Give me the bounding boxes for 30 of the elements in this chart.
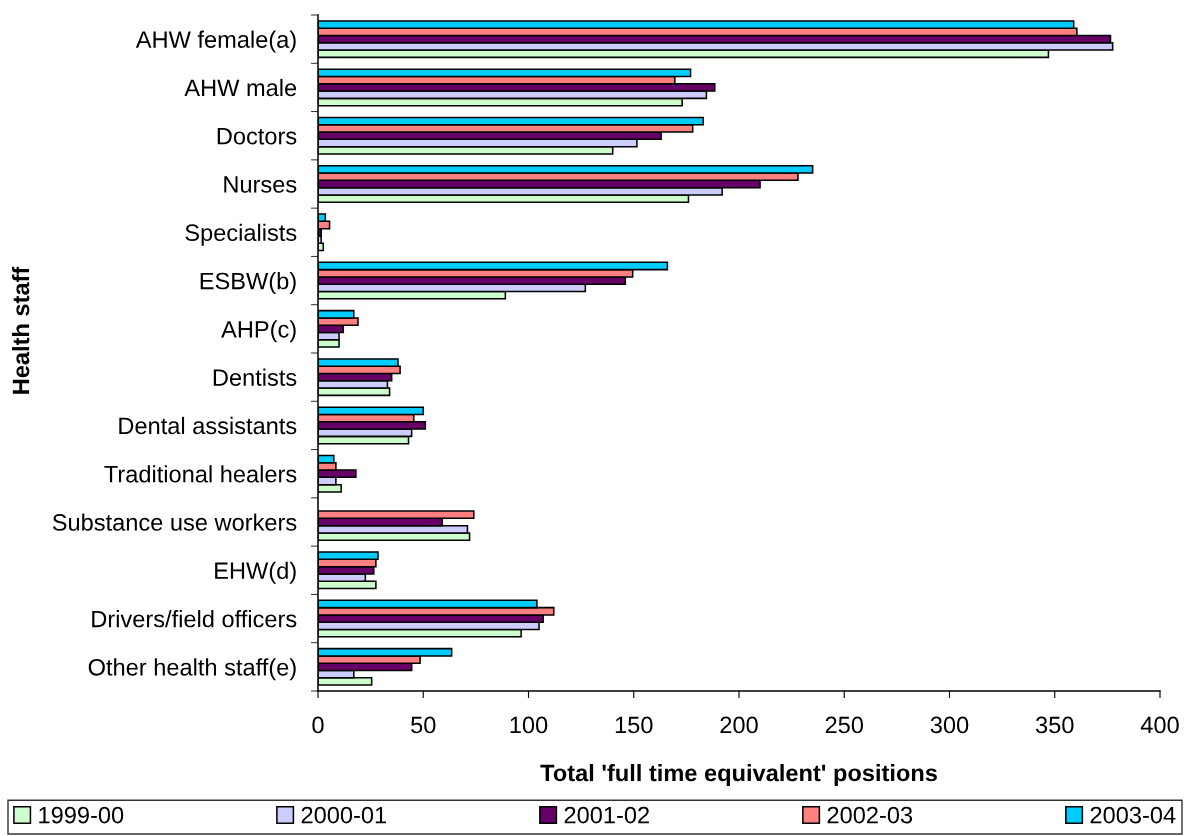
x-tick-label: 300	[930, 716, 969, 734]
x-tick-label: 200	[720, 716, 758, 734]
y-tick-label: AHW male	[184, 78, 297, 97]
y-tick-label: Other health staff(e)	[88, 658, 296, 681]
y-tick-label: ESBW(b)	[200, 272, 296, 295]
y-tick-label: Specialists	[185, 223, 297, 246]
x-tick-label: 50	[411, 716, 436, 734]
x-tick-label: 250	[825, 716, 864, 734]
legend-label: 1999-00	[39, 806, 124, 824]
legend-label: 2000-01	[301, 806, 386, 824]
y-tick-label: Substance use workers	[52, 513, 297, 531]
y-tick-label: Traditional healers	[104, 465, 297, 483]
legend-label: 2003-04	[1090, 806, 1176, 824]
y-tick-label: Nurses	[224, 176, 297, 193]
legend-label: 2002-03	[827, 806, 913, 824]
x-tick-label: 0	[312, 716, 324, 734]
y-axis-title: Health staff	[12, 266, 30, 394]
x-tick-label: 100	[510, 716, 548, 734]
x-tick-label: 350	[1035, 716, 1074, 734]
y-tick-label: Dental assistants	[119, 416, 297, 435]
x-tick-label: 400	[1140, 716, 1179, 734]
x-axis-title: Total 'full time equivalent' positions	[540, 764, 937, 787]
y-tick-label: EHW(d)	[215, 561, 296, 584]
y-tick-label: Dentists	[213, 368, 297, 386]
y-tick-label: Drivers/field officers	[92, 610, 297, 628]
y-tick-label: Doctors	[217, 128, 297, 145]
legend-label: 2001-02	[564, 806, 649, 824]
y-tick-label: AHP(c)	[221, 320, 296, 343]
y-tick-label: AHW female(a)	[135, 30, 296, 53]
x-tick-label: 150	[615, 716, 653, 734]
